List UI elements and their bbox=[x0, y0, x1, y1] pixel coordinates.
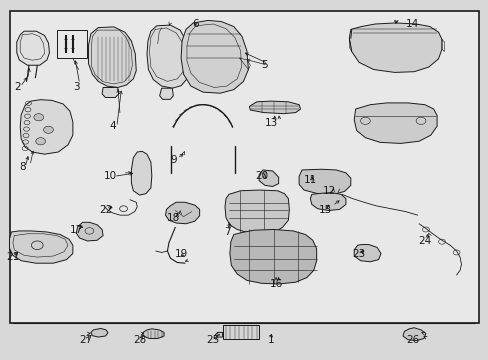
Text: 28: 28 bbox=[133, 334, 146, 345]
Text: 24: 24 bbox=[417, 236, 430, 246]
Polygon shape bbox=[91, 328, 108, 337]
Text: 22: 22 bbox=[99, 206, 112, 216]
Polygon shape bbox=[181, 21, 248, 93]
Polygon shape bbox=[17, 31, 49, 65]
Text: 17: 17 bbox=[69, 225, 83, 235]
Text: 20: 20 bbox=[254, 171, 267, 181]
Polygon shape bbox=[9, 231, 73, 263]
Polygon shape bbox=[402, 328, 425, 341]
Text: 9: 9 bbox=[170, 155, 177, 165]
Text: 10: 10 bbox=[103, 171, 117, 181]
Text: 27: 27 bbox=[79, 334, 92, 345]
Text: 26: 26 bbox=[405, 334, 419, 345]
Polygon shape bbox=[249, 101, 300, 114]
Polygon shape bbox=[224, 190, 289, 234]
Polygon shape bbox=[229, 229, 316, 284]
Polygon shape bbox=[76, 222, 103, 241]
FancyBboxPatch shape bbox=[10, 12, 478, 323]
Polygon shape bbox=[259, 170, 278, 186]
Text: 19: 19 bbox=[174, 248, 187, 258]
Text: 1: 1 bbox=[267, 334, 274, 345]
Polygon shape bbox=[310, 193, 345, 211]
Text: 12: 12 bbox=[323, 186, 336, 197]
Polygon shape bbox=[215, 332, 222, 337]
Text: 13: 13 bbox=[264, 118, 277, 128]
FancyBboxPatch shape bbox=[222, 325, 259, 338]
Polygon shape bbox=[88, 27, 136, 87]
Circle shape bbox=[34, 114, 43, 121]
Text: 11: 11 bbox=[303, 175, 316, 185]
Text: 3: 3 bbox=[73, 82, 80, 92]
Text: 15: 15 bbox=[318, 206, 331, 216]
Text: 18: 18 bbox=[167, 213, 180, 222]
Polygon shape bbox=[143, 329, 163, 338]
Text: 6: 6 bbox=[192, 19, 199, 29]
Polygon shape bbox=[102, 87, 119, 98]
Circle shape bbox=[43, 126, 53, 134]
Text: 2: 2 bbox=[15, 82, 21, 92]
FancyBboxPatch shape bbox=[57, 30, 86, 58]
Text: 5: 5 bbox=[260, 60, 267, 70]
Text: 21: 21 bbox=[6, 252, 20, 262]
Text: 4: 4 bbox=[109, 121, 116, 131]
Polygon shape bbox=[147, 25, 189, 88]
Polygon shape bbox=[165, 202, 199, 224]
Polygon shape bbox=[348, 23, 441, 72]
Text: 8: 8 bbox=[20, 162, 26, 172]
Polygon shape bbox=[131, 151, 152, 195]
Polygon shape bbox=[353, 244, 380, 262]
Text: 14: 14 bbox=[405, 19, 419, 29]
Circle shape bbox=[36, 138, 45, 145]
Polygon shape bbox=[20, 100, 73, 154]
Polygon shape bbox=[353, 103, 436, 143]
Text: 16: 16 bbox=[269, 279, 282, 289]
Polygon shape bbox=[299, 169, 350, 194]
Polygon shape bbox=[159, 88, 173, 99]
Text: 23: 23 bbox=[352, 248, 365, 258]
Text: 7: 7 bbox=[224, 227, 230, 237]
Text: 25: 25 bbox=[206, 334, 219, 345]
